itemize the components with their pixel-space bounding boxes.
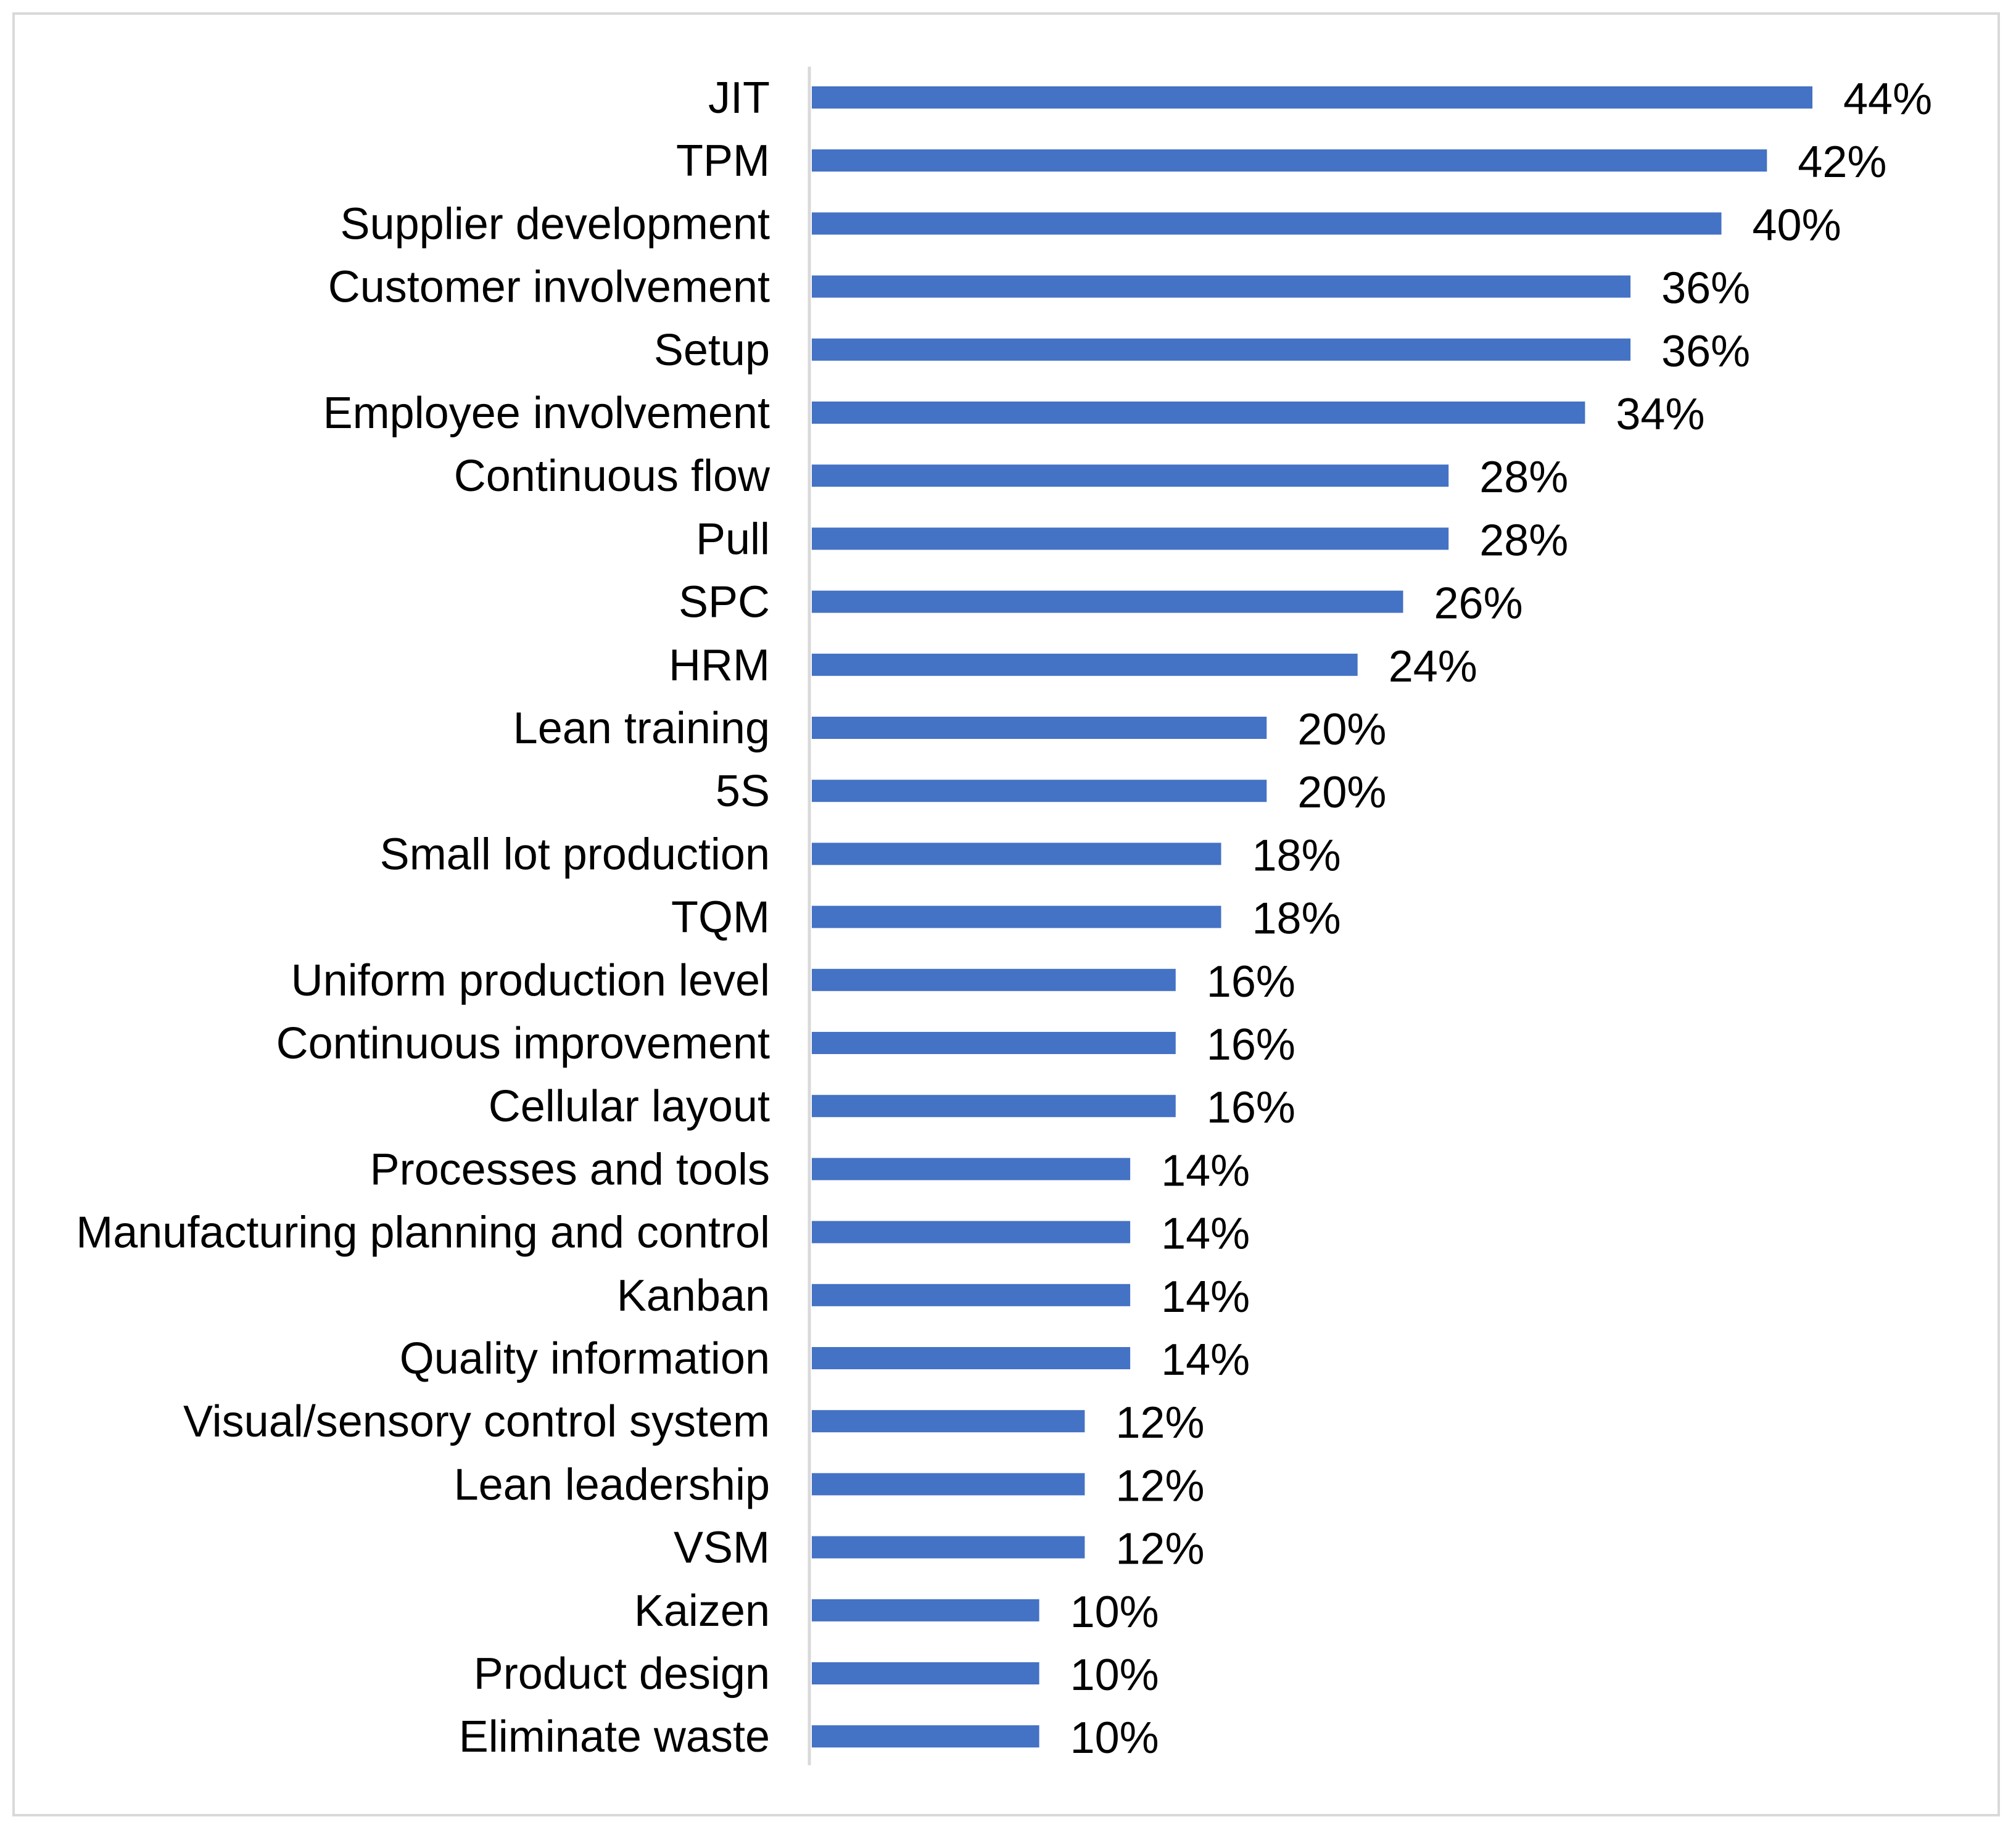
category-label: Employee involvement [323,389,770,438]
bar [812,275,1631,298]
category-label: JIT [708,73,770,123]
category-label: Uniform production level [291,956,770,1005]
data-label: 14% [1161,1210,1250,1259]
data-label: 16% [1207,957,1295,1007]
data-label: 26% [1434,579,1523,629]
category-label: Eliminate waste [459,1712,770,1762]
category-label: SPC [679,578,770,627]
category-label: Pull [696,514,770,564]
category-label: Kaizen [634,1586,770,1636]
bars-layer [812,86,1812,1748]
data-label: 42% [1798,138,1886,187]
data-label: 40% [1753,200,1841,250]
bar [812,1158,1131,1181]
data-label: 34% [1616,390,1704,439]
data-label: 10% [1070,1588,1159,1637]
category-label: TPM [676,136,770,186]
data-label: 28% [1479,516,1568,565]
bar [812,212,1722,235]
bar [812,149,1767,172]
category-label: HRM [669,641,770,690]
category-label: VSM [674,1523,770,1573]
data-label: 36% [1661,327,1750,376]
data-label: 28% [1479,453,1568,502]
data-label: 18% [1252,831,1341,880]
data-label: 20% [1297,768,1386,817]
category-label: Small lot production [380,830,770,879]
category-label: Lean training [513,704,770,753]
bar [812,1221,1131,1243]
bar [812,1032,1176,1054]
bar [812,1347,1131,1369]
bar [812,527,1449,550]
bar [812,464,1449,487]
data-label: 18% [1252,894,1341,944]
bar [812,86,1812,109]
bar [812,1536,1085,1559]
data-label: 10% [1070,1713,1159,1763]
category-label: Lean leadership [454,1460,770,1509]
category-label: Cellular layout [489,1082,770,1131]
bar [812,590,1403,613]
category-label: Product design [474,1649,770,1699]
data-label: 14% [1161,1335,1250,1385]
data-label: 16% [1207,1083,1295,1132]
category-label: Processes and tools [370,1145,770,1194]
bar [812,1410,1085,1433]
category-label: TQM [671,893,770,942]
data-label: 24% [1389,642,1477,691]
category-labels: JIT TPM Supplier development Customer invol… [76,73,770,1762]
data-label: 12% [1115,1398,1204,1448]
category-label: Manufacturing planning and control [76,1208,770,1258]
data-label: 14% [1161,1272,1250,1322]
data-label: 12% [1115,1461,1204,1511]
bar [812,1599,1039,1622]
category-label: Kanban [617,1271,770,1321]
bar [812,653,1358,676]
category-label: Setup [654,326,770,375]
category-label: Customer involvement [328,263,770,312]
bar [812,968,1176,991]
bar [812,402,1585,424]
data-label: 10% [1070,1651,1159,1700]
category-label: Continuous improvement [276,1019,770,1068]
data-label: 12% [1115,1525,1204,1574]
category-label: Continuous flow [454,451,770,501]
data-label: 16% [1207,1020,1295,1070]
bar [812,780,1267,802]
bar [812,905,1221,928]
bar [812,1473,1085,1496]
data-label: 44% [1843,75,1932,124]
bar [812,1725,1039,1748]
category-label: Supplier development [341,199,770,249]
data-label: 20% [1297,705,1386,754]
bar [812,338,1631,361]
value-labels: 44%42%40%36%36%34%28%28%26%24%20%20%18%1… [1070,75,1933,1763]
bar [812,717,1267,739]
category-label: Quality information [400,1334,770,1383]
bar [812,1095,1176,1118]
category-label: Visual/sensory control system [183,1397,770,1446]
data-label: 36% [1661,264,1750,313]
bar [812,1284,1131,1306]
category-label: 5S [716,767,770,816]
bar [812,843,1221,865]
data-label: 14% [1161,1146,1250,1195]
bar [812,1662,1039,1684]
